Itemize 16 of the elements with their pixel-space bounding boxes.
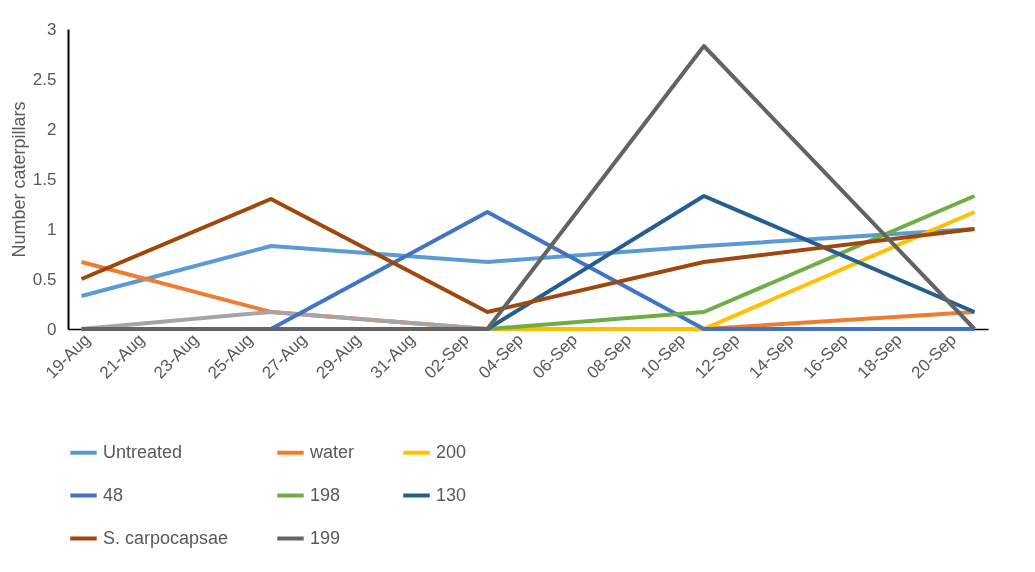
y-axis-title: Number caterpillars: [8, 101, 29, 258]
legend-label: 199: [310, 527, 341, 548]
legend-label: water: [309, 441, 355, 462]
legend-label: Untreated: [103, 441, 183, 462]
y-tick-label: 0.5: [32, 269, 57, 289]
y-tick-label: 1.5: [32, 169, 57, 189]
legend-label: 198: [310, 484, 341, 505]
y-tick-label: 2: [47, 119, 57, 139]
legend-label: S. carpocapsae: [103, 527, 229, 548]
y-tick-label: 3: [47, 19, 57, 39]
y-tick-label: 1: [47, 219, 57, 239]
legend-label: 130: [436, 484, 467, 505]
y-tick-label: 0: [47, 319, 57, 339]
legend-label: 48: [103, 484, 124, 505]
y-tick-label: 2.5: [32, 69, 57, 89]
legend-label: 200: [436, 441, 467, 462]
